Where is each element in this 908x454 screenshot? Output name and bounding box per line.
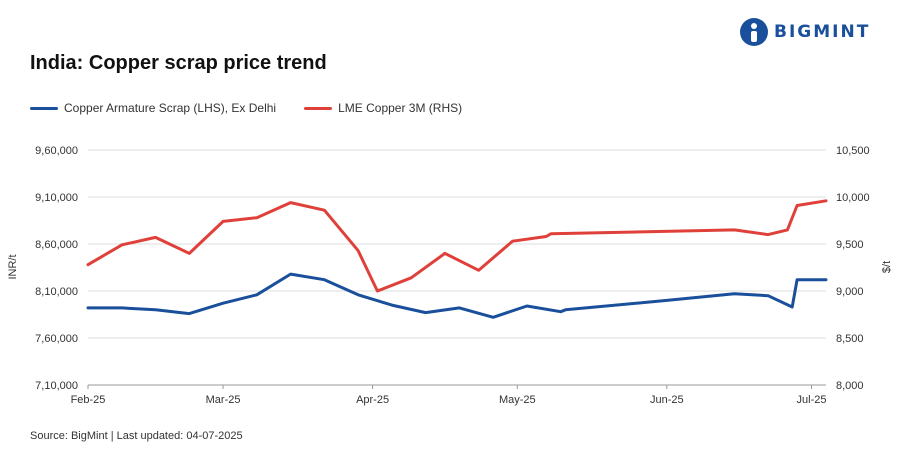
y-axis-label-right: $/t: [881, 261, 893, 273]
y-tick-label-right: 9,000: [836, 286, 864, 298]
right-axis-ticks: 8,000 8,500 9,000 9,500 10,000 10,500: [836, 145, 870, 392]
brand-logo: BIGMINT: [740, 18, 870, 46]
x-tick-label: Mar-25: [206, 394, 241, 406]
legend-swatch-rhs: [304, 106, 333, 110]
legend-item-lhs: Copper Armature Scrap (LHS), Ex Delhi: [30, 101, 276, 115]
chart-title: India: Copper scrap price trend: [30, 52, 327, 74]
legend-label-rhs: LME Copper 3M (RHS): [338, 101, 463, 115]
y-axis-label-left: INR/t: [7, 254, 19, 279]
x-tick-label: Apr-25: [356, 394, 389, 406]
y-tick-label-right: 9,500: [836, 239, 864, 251]
series-layer: [86, 199, 828, 319]
x-tick-label: May-25: [499, 394, 536, 406]
y-tick-label-left: 9,10,000: [35, 192, 78, 204]
x-tick-label: Feb-25: [71, 394, 106, 406]
x-tick-label: Jun-25: [650, 394, 684, 406]
bigmint-logo-icon: [740, 18, 768, 46]
y-tick-label-right: 10,500: [836, 145, 870, 157]
y-tick-label-right: 8,500: [836, 333, 864, 345]
source-note: Source: BigMint | Last updated: 04-07-20…: [30, 430, 243, 442]
x-tick-label: Jul-25: [797, 394, 827, 406]
y-tick-label-right: 8,000: [836, 380, 864, 392]
y-tick-label-left: 7,60,000: [35, 333, 78, 345]
left-axis-ticks: 7,10,000 7,60,000 8,10,000 8,60,000 9,10,000…: [35, 145, 78, 392]
logo-text: BIGMINT: [774, 22, 871, 42]
legend-item-rhs: LME Copper 3M (RHS): [304, 101, 462, 115]
series-line-copper-armature-scrap: [86, 272, 828, 319]
grid-layer: [88, 149, 826, 386]
x-axis-ticks: Feb-25 Mar-25 Apr-25 May-25 Jun-25 Jul-25: [71, 385, 827, 406]
y-tick-label-right: 10,000: [836, 192, 870, 204]
legend-swatch-lhs: [30, 106, 58, 110]
legend-label-lhs: Copper Armature Scrap (LHS), Ex Delhi: [64, 101, 277, 115]
series-line-lme-copper: [86, 199, 828, 293]
y-tick-label-left: 8,60,000: [35, 239, 78, 251]
chart-legend: Copper Armature Scrap (LHS), Ex Delhi LM…: [30, 101, 462, 115]
y-tick-label-left: 8,10,000: [35, 286, 78, 298]
y-tick-label-left: 9,60,000: [35, 145, 78, 157]
y-tick-label-left: 7,10,000: [35, 380, 78, 392]
